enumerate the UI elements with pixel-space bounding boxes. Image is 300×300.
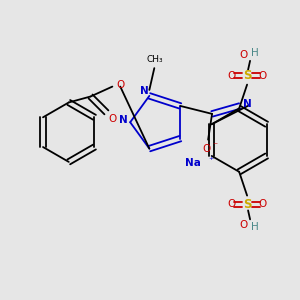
Text: O: O: [108, 114, 116, 124]
Text: O: O: [227, 200, 236, 209]
Text: S: S: [243, 198, 251, 211]
Text: O: O: [239, 220, 247, 230]
Text: N: N: [119, 115, 128, 125]
Text: ⁻: ⁻: [212, 142, 217, 152]
Text: CH₃: CH₃: [147, 55, 164, 64]
Text: S: S: [243, 69, 251, 82]
Text: Na: Na: [185, 158, 201, 168]
Text: O: O: [202, 144, 210, 154]
Text: N: N: [243, 99, 252, 109]
Text: O: O: [259, 71, 267, 81]
Text: H: H: [251, 222, 259, 232]
Text: O: O: [227, 71, 236, 81]
Text: H: H: [251, 48, 259, 58]
Text: O: O: [259, 200, 267, 209]
Text: N: N: [140, 86, 149, 96]
Text: ⁺: ⁺: [208, 156, 214, 167]
Text: O: O: [239, 50, 247, 60]
Text: O: O: [116, 80, 124, 90]
